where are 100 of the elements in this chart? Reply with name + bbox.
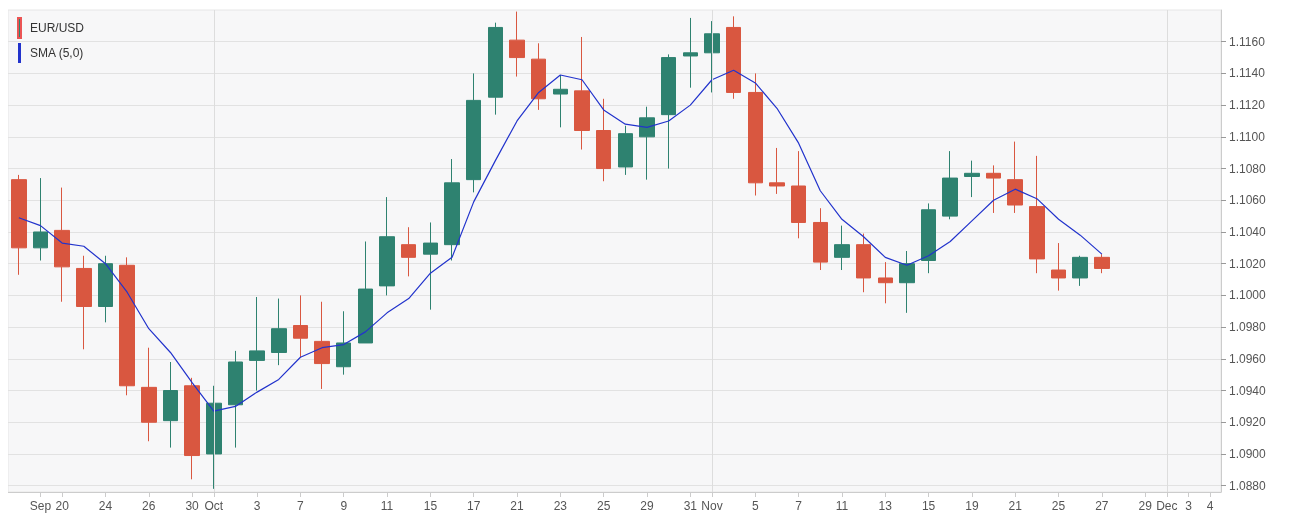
x-tick-label: Sep xyxy=(29,499,52,513)
x-tick-label: 3 xyxy=(1185,499,1193,513)
candlestick xyxy=(509,11,525,78)
candlestick xyxy=(228,350,243,449)
candlestick xyxy=(293,294,308,358)
candlestick xyxy=(1029,155,1045,274)
candlestick xyxy=(358,240,373,344)
candlestick xyxy=(488,22,503,116)
candlestick xyxy=(401,226,416,277)
x-tick-label: 21 xyxy=(1008,499,1023,513)
y-tick-label: 1.1120 xyxy=(1229,98,1266,113)
candlestick xyxy=(336,310,351,376)
candlestick xyxy=(791,150,806,239)
candlestick xyxy=(769,147,785,195)
y-tick-label: 1.1160 xyxy=(1229,34,1266,49)
x-tick-label: 21 xyxy=(510,499,525,513)
y-tick-label: 1.0920 xyxy=(1229,415,1267,430)
candlestick xyxy=(466,72,481,193)
candlestick xyxy=(553,74,568,128)
y-tick-label: 1.1000 xyxy=(1229,288,1267,303)
candlestick xyxy=(726,15,741,100)
candlestick xyxy=(206,385,222,490)
candlestick xyxy=(683,17,698,89)
candlestick xyxy=(856,233,871,293)
candlestick xyxy=(748,72,763,197)
candlestick xyxy=(813,207,828,271)
candlestick xyxy=(596,98,611,182)
candlestick xyxy=(379,196,395,296)
x-tick-label: Dec xyxy=(1156,499,1178,513)
x-tick-label: 31 xyxy=(683,499,698,513)
x-tick-label: Oct xyxy=(204,499,224,513)
x-tick-label: 27 xyxy=(1095,499,1109,513)
candlestick xyxy=(531,42,546,111)
y-tick-label: 1.0900 xyxy=(1229,446,1267,461)
candlestick xyxy=(76,255,92,350)
legend-label: EUR/USD xyxy=(30,21,85,35)
x-tick-label: 15 xyxy=(423,499,438,513)
legend-label: SMA (5,0) xyxy=(30,46,84,60)
x-tick-label: 30 xyxy=(185,499,200,513)
candlestick xyxy=(444,158,460,262)
x-tick-label: 24 xyxy=(98,499,113,513)
x-tick-label: 9 xyxy=(340,499,348,513)
candlestick xyxy=(1007,141,1023,214)
x-tick-label: 13 xyxy=(878,499,893,513)
candlestick xyxy=(986,164,1001,214)
x-tick-label: 23 xyxy=(553,499,568,513)
candlestick xyxy=(271,298,287,366)
candlestick xyxy=(249,296,265,392)
y-tick-label: 1.0980 xyxy=(1229,320,1267,335)
x-tick-label: 17 xyxy=(467,499,481,513)
candlestick xyxy=(33,177,48,262)
x-tick-label: 25 xyxy=(596,499,611,513)
x-tick-label: 15 xyxy=(921,499,936,513)
candlestick xyxy=(184,377,200,480)
candlestick xyxy=(899,250,915,314)
candlestick xyxy=(1072,255,1088,287)
candlestick xyxy=(964,160,980,198)
y-tick-label: 1.1060 xyxy=(1229,193,1267,208)
candlestick xyxy=(141,347,157,442)
candlestick xyxy=(618,125,633,176)
candlestick xyxy=(119,256,135,396)
candlestick xyxy=(661,53,676,170)
candlestick xyxy=(423,221,438,311)
x-tick-label: 11 xyxy=(835,499,849,513)
x-tick-label: 25 xyxy=(1051,499,1066,513)
line-series xyxy=(18,69,1103,412)
candlestick xyxy=(1094,253,1110,274)
x-tick-label: 7 xyxy=(795,499,803,513)
y-tick-label: 1.1020 xyxy=(1229,256,1267,271)
candlestick xyxy=(574,36,590,151)
y-tick-label: 1.0960 xyxy=(1229,351,1267,366)
x-tick-label: 19 xyxy=(965,499,979,513)
x-tick-label: 5 xyxy=(751,499,759,513)
candlestick xyxy=(54,187,70,303)
candlestick xyxy=(878,261,893,304)
x-tick-label: 20 xyxy=(55,499,70,513)
x-tick-label: 29 xyxy=(1138,499,1153,513)
x-tick-label: 3 xyxy=(253,499,261,513)
y-tick-label: 1.1140 xyxy=(1229,66,1266,81)
candlestick xyxy=(942,150,958,220)
candlestick xyxy=(704,20,720,93)
candlestick xyxy=(921,202,936,274)
x-tick-label: 26 xyxy=(142,499,156,513)
y-tick-label: 1.1080 xyxy=(1229,161,1267,176)
x-tick-label: Nov xyxy=(701,499,723,513)
candlestick xyxy=(98,255,113,323)
candlestick xyxy=(1051,242,1066,292)
candlestick xyxy=(314,301,330,390)
candlestick xyxy=(639,106,655,181)
x-tick-label: 29 xyxy=(640,499,654,513)
candlestick xyxy=(834,225,850,271)
x-tick-label: 11 xyxy=(380,499,394,513)
y-tick-label: 1.1100 xyxy=(1229,129,1266,144)
y-tick-label: 1.0940 xyxy=(1229,383,1267,398)
candlestick xyxy=(11,174,27,276)
candlestick xyxy=(163,361,178,449)
y-tick-label: 1.0880 xyxy=(1229,478,1267,493)
x-tick-label: 7 xyxy=(297,499,305,513)
y-tick-label: 1.1040 xyxy=(1229,224,1267,239)
x-tick-label: 4 xyxy=(1206,499,1214,513)
